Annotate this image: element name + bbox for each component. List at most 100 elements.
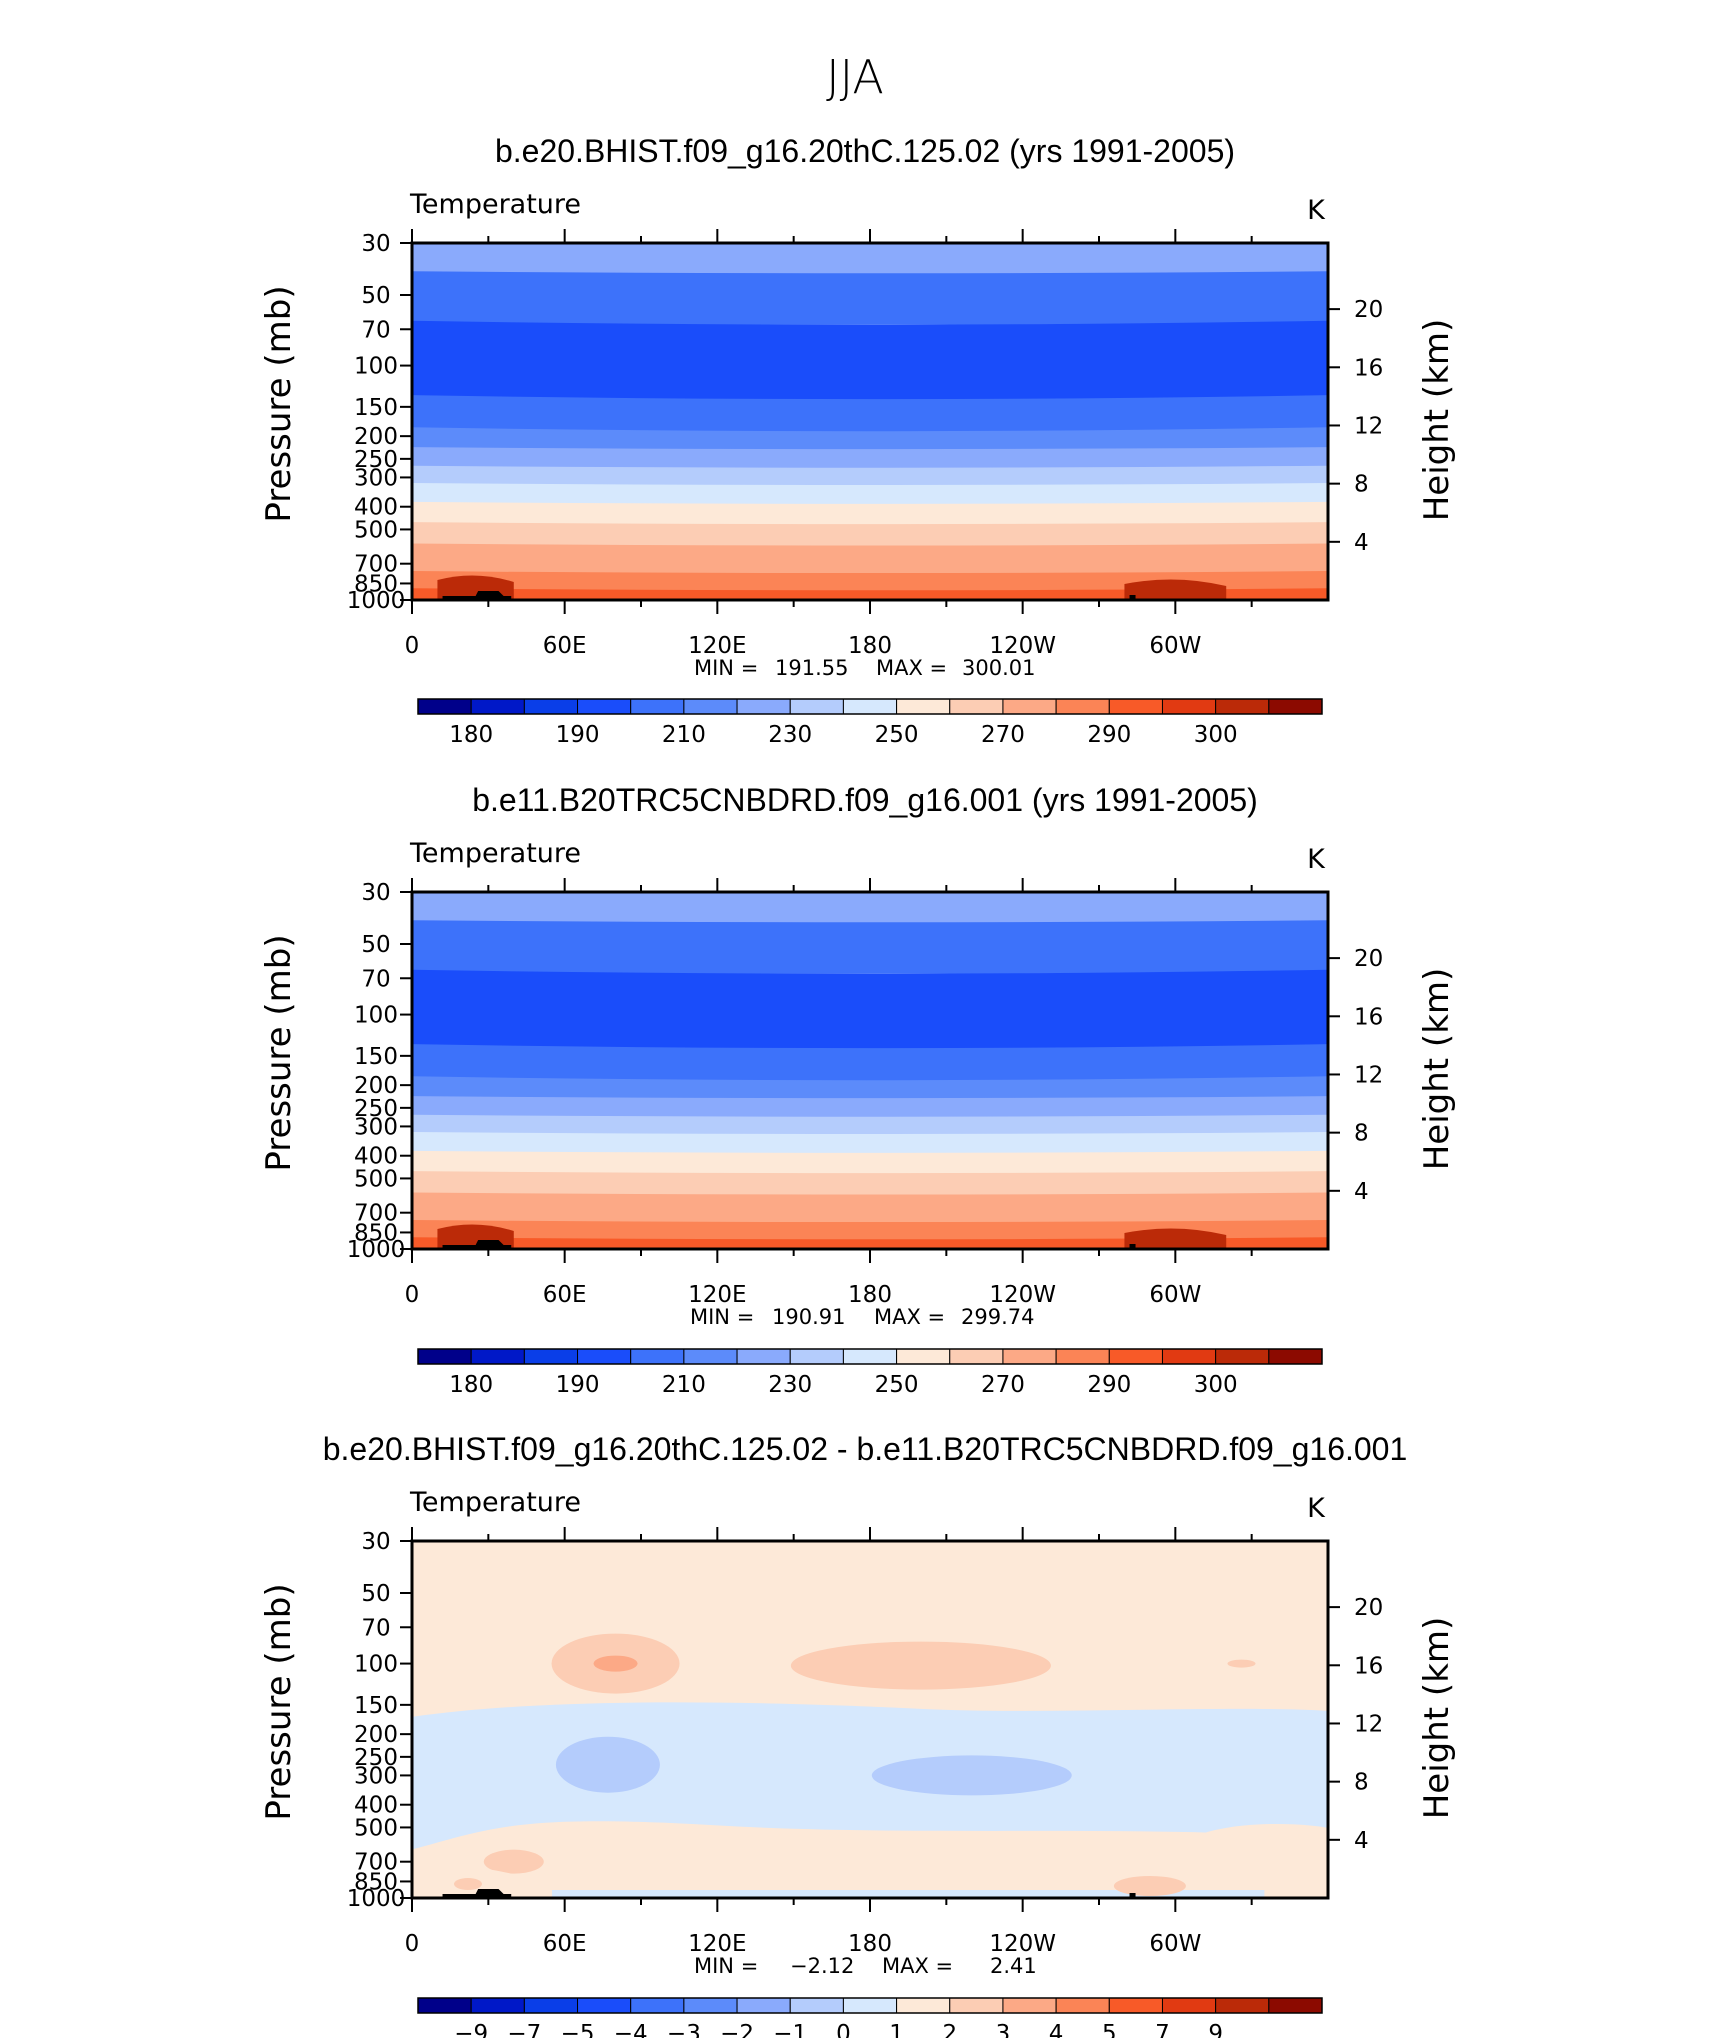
y-tick-label: 400 <box>354 1144 398 1170</box>
contour-band <box>412 1220 1328 1242</box>
y-tick-label: 250 <box>354 1096 398 1122</box>
contour-band <box>412 892 1328 925</box>
colorbar-label: −5 <box>561 2021 595 2038</box>
contour-positive-region <box>1187 1823 1328 1868</box>
colorbar-swatch <box>523 1348 579 1365</box>
colorbar-swatch <box>577 698 632 715</box>
colorbar-label: 250 <box>875 722 919 748</box>
colorbar-swatch <box>523 1997 579 2014</box>
panel-1-plot-area <box>412 243 1328 600</box>
contour-band <box>412 1114 1328 1136</box>
contour-positive-core <box>593 1655 638 1672</box>
colorbar-label: 300 <box>1194 722 1238 748</box>
colorbar-swatch <box>683 1997 738 2014</box>
y-tick-label: 100 <box>354 354 398 380</box>
colorbar-label: 2 <box>942 2021 957 2038</box>
y-tick-label: 50 <box>361 283 390 309</box>
colorbar-swatch <box>417 1997 472 2014</box>
y-tick-label: 700 <box>354 1201 398 1227</box>
colorbar-label: 9 <box>1208 2021 1223 2038</box>
panel-2-colorbar: 180 190 210 230 250 270 290 300 <box>417 1348 1323 1398</box>
colorbar-label: 290 <box>1087 722 1131 748</box>
topography-mask <box>442 1240 512 1249</box>
panel-1-title: b.e20.BHIST.f09_g16.20thC.125.02 (yrs 19… <box>495 133 1235 169</box>
x-tick-label: 0 <box>405 1282 420 1308</box>
panel-2-title: b.e11.B20TRC5CNBDRD.f09_g16.001 (yrs 199… <box>472 782 1258 818</box>
x-tick-label: 120W <box>989 633 1056 659</box>
colorbar-label: −1 <box>773 2021 807 2038</box>
panel-1-ylabel: Pressure (mb) <box>259 285 299 522</box>
colorbar-swatch <box>789 698 844 715</box>
colorbar-swatch <box>1002 1997 1057 2014</box>
contour-positive-core <box>453 1878 482 1890</box>
panel-3-title: b.e20.BHIST.f09_g16.20thC.125.02 - b.e11… <box>323 1431 1408 1467</box>
colorbar-swatch <box>1108 698 1163 715</box>
colorbar-swatch <box>1161 1348 1217 1365</box>
colorbar-swatch <box>523 698 579 715</box>
x-tick-label: 60E <box>543 1931 587 1957</box>
y-tick-label: 250 <box>354 447 398 473</box>
colorbar-label: 0 <box>836 2021 851 2038</box>
y-tick-label-right: 4 <box>1354 1179 1369 1205</box>
contour-fill <box>412 243 1328 600</box>
colorbar-swatch <box>1055 1997 1110 2014</box>
y-tick-label-right: 16 <box>1354 355 1383 381</box>
panel-3-min-value: −2.12 <box>790 1954 854 1978</box>
colorbar-label: 180 <box>449 1372 493 1398</box>
panel-3-plot-area <box>412 1541 1328 1898</box>
y-tick-label-right: 4 <box>1354 1828 1369 1854</box>
colorbar-swatch <box>949 698 1004 715</box>
panel-2-variable-label: Temperature <box>409 838 581 869</box>
x-tick-label: 60E <box>543 1282 587 1308</box>
colorbar-swatch <box>417 698 472 715</box>
y-tick-label: 500 <box>354 1166 398 1192</box>
contour-band <box>412 395 1328 434</box>
colorbar-label: 270 <box>981 1372 1025 1398</box>
contour-negative-core <box>555 1736 660 1793</box>
colorbar-swatch <box>577 1997 632 2014</box>
panel-2-plot-area <box>412 892 1328 1249</box>
contour-positive-region <box>483 1849 544 1874</box>
contour-positive-region <box>1113 1876 1186 1896</box>
panel-3-max-label: MAX = <box>882 1954 953 1978</box>
y-tick-label: 500 <box>354 517 398 543</box>
y-tick-label-right: 20 <box>1354 946 1383 972</box>
colorbar-label: 290 <box>1087 1372 1131 1398</box>
contour-band <box>412 1150 1328 1176</box>
panel-3-max-value: 2.41 <box>990 1954 1037 1978</box>
panel-2-min-label: MIN = <box>690 1305 754 1329</box>
colorbar-swatch <box>896 1997 951 2014</box>
panel-2-ylabel: Pressure (mb) <box>259 934 299 1171</box>
surface-warm-patch <box>1124 1228 1227 1249</box>
panel-2-ylabel-right: Height (km) <box>1417 968 1457 1171</box>
y-tick-label: 300 <box>354 465 398 491</box>
contour-negative-region <box>551 1890 1265 1898</box>
colorbar-swatch <box>683 698 738 715</box>
colorbar-swatch <box>842 1348 898 1365</box>
panel-1: b.e20.BHIST.f09_g16.20thC.125.02 (yrs 19… <box>259 133 1457 748</box>
colorbar-swatch <box>896 1348 951 1365</box>
colorbar-swatch <box>683 1348 738 1365</box>
y-tick-label: 250 <box>354 1745 398 1771</box>
colorbar-label: −4 <box>614 2021 648 2038</box>
colorbar-swatch <box>470 698 525 715</box>
panel-2-min-value: 190.91 <box>772 1305 845 1329</box>
colorbar-label: 270 <box>981 722 1025 748</box>
colorbar-label: 190 <box>556 722 600 748</box>
colorbar-label: −7 <box>507 2021 541 2038</box>
colorbar-label: −2 <box>720 2021 754 2038</box>
panel-1-variable-label: Temperature <box>409 189 581 220</box>
panel-3-ylabel-right: Height (km) <box>1417 1617 1457 1820</box>
colorbar-swatch <box>470 1997 525 2014</box>
x-tick-label: 120W <box>989 1282 1056 1308</box>
colorbar-label: −3 <box>667 2021 701 2038</box>
colorbar-swatch <box>417 1348 472 1365</box>
colorbar-label: 210 <box>662 722 706 748</box>
y-tick-label-right: 12 <box>1354 413 1383 439</box>
y-tick-label-right: 8 <box>1354 1121 1369 1147</box>
y-tick-label: 1000 <box>347 588 406 614</box>
panel-2-max-label: MAX = <box>874 1305 945 1329</box>
y-tick-label-right: 4 <box>1354 530 1369 556</box>
contour-band <box>412 271 1328 325</box>
y-tick-label-right: 20 <box>1354 1595 1383 1621</box>
